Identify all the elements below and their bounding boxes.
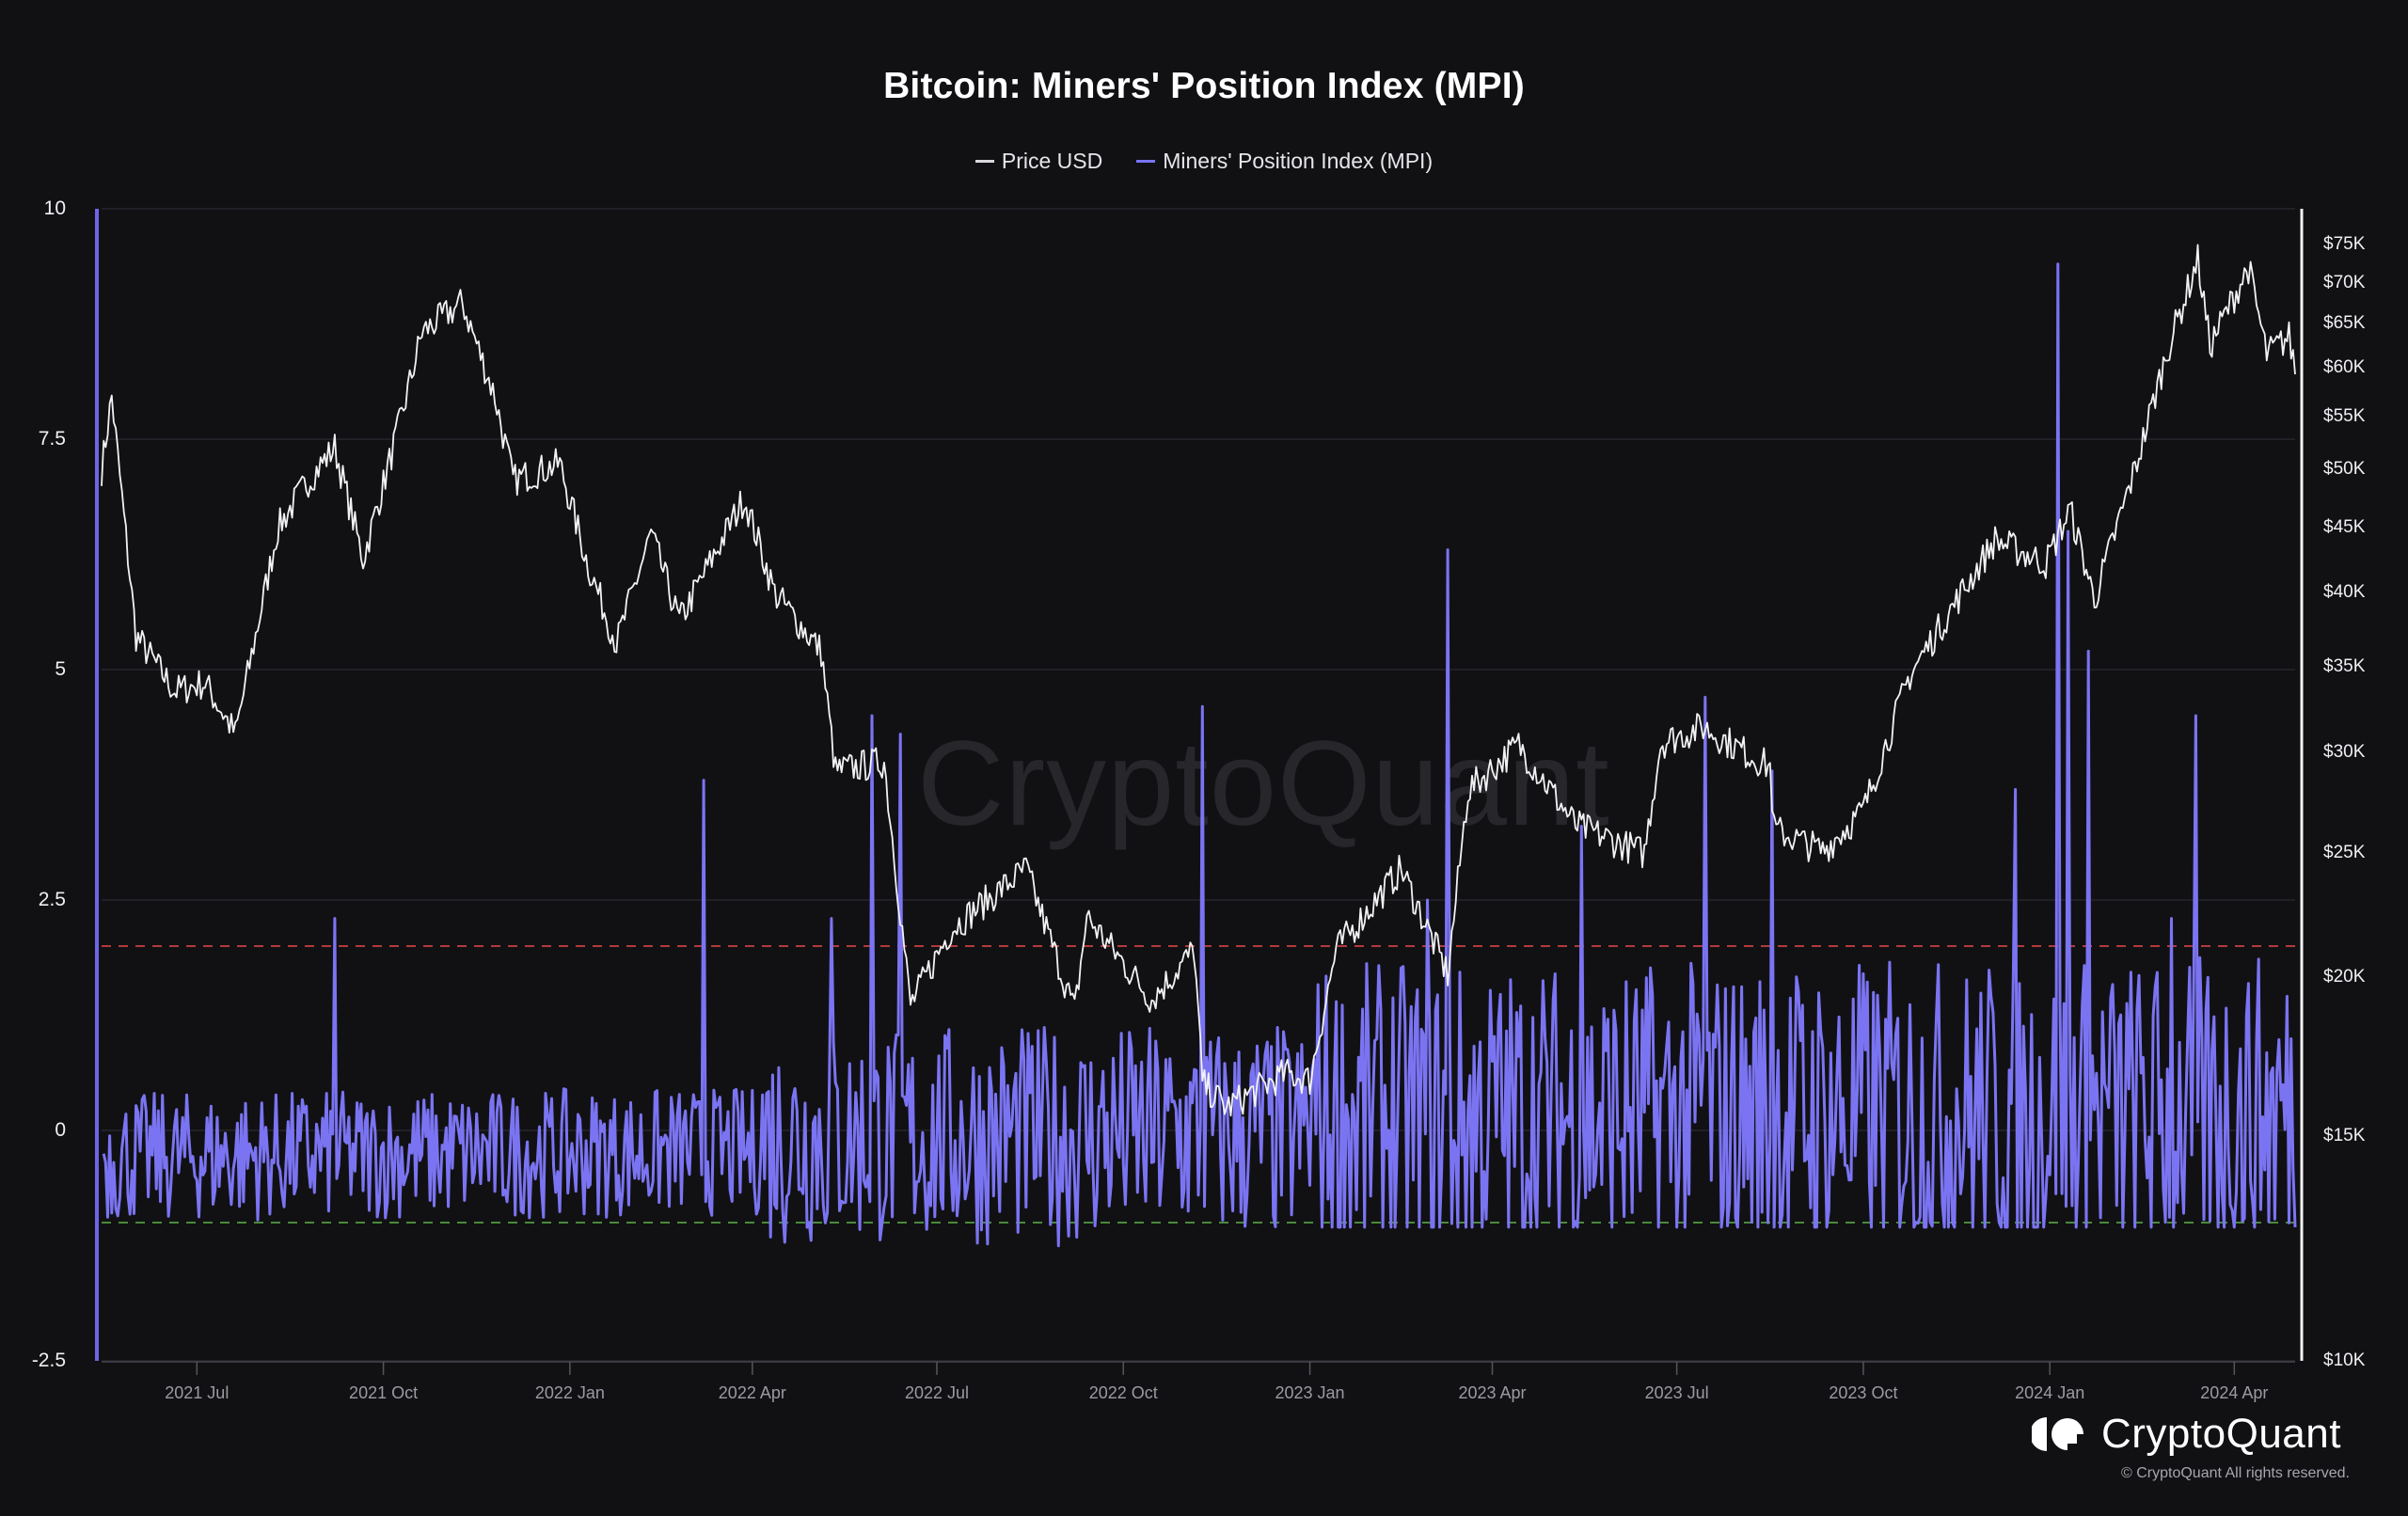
left-axis-tick-label: -2.5 — [31, 1350, 66, 1371]
brand-logo: CryptoQuant — [2032, 1411, 2341, 1458]
x-axis-tick-label: 2021 Jul — [165, 1383, 230, 1402]
right-axis-tick-label: $45K — [2323, 516, 2366, 537]
right-axis-tick-label: $15K — [2323, 1126, 2366, 1146]
legend-price-line-icon — [974, 160, 994, 163]
right-axis-tick-label: $75K — [2323, 234, 2366, 255]
x-axis-tick-label: 2022 Jan — [534, 1383, 605, 1402]
x-axis-tick-label: 2024 Jan — [2015, 1383, 2085, 1402]
legend-label-price: Price USD — [1001, 149, 1103, 173]
x-axis-tick-label: 2023 Oct — [1829, 1383, 1898, 1402]
right-axis-tick-label: $10K — [2323, 1350, 2366, 1370]
right-axis-tick-label: $60K — [2323, 357, 2366, 378]
x-axis-ticks — [196, 1362, 2236, 1375]
right-axis-tick-label: $35K — [2323, 655, 2366, 676]
legend-mpi-line-icon — [1136, 160, 1156, 163]
mpi-series-line — [102, 262, 2297, 1248]
x-axis-tick-label: 2023 Jul — [1644, 1383, 1709, 1402]
left-axis-tick-label: 7.5 — [38, 428, 66, 450]
x-axis-tick-label: 2022 Oct — [1088, 1383, 1158, 1402]
left-axis-tick-label: 0 — [55, 1119, 66, 1141]
legend-label-mpi: Miners' Position Index (MPI) — [1163, 149, 1434, 173]
legend-item-mpi[interactable]: Miners' Position Index (MPI) — [1136, 149, 1433, 174]
copyright-text: © CryptoQuant All rights reserved. — [2121, 1465, 2350, 1481]
right-axis-tick-label: $30K — [2323, 741, 2366, 762]
x-axis-tick-label: 2024 Apr — [2200, 1383, 2269, 1402]
chart-legend: Price USD Miners' Position Index (MPI) — [0, 149, 2408, 174]
left-axis-tick-label: 10 — [43, 197, 66, 219]
chart-title: Bitcoin: Miners' Position Index (MPI) — [883, 66, 1525, 106]
x-axis-tick-label: 2022 Jul — [904, 1383, 969, 1402]
legend-item-price[interactable]: Price USD — [974, 149, 1103, 174]
right-axis-tick-label: $70K — [2323, 272, 2366, 292]
right-axis-tick-label: $50K — [2323, 458, 2366, 479]
x-axis-tick-label: 2021 Oct — [349, 1383, 419, 1402]
x-axis-tick-label: 2023 Jan — [1275, 1383, 1345, 1402]
brand-name: CryptoQuant — [2101, 1411, 2341, 1457]
cryptoquant-logo-icon — [2032, 1417, 2084, 1451]
right-axis-tick-label: $40K — [2323, 582, 2366, 603]
right-axis-tick-label: $25K — [2323, 843, 2366, 863]
x-axis-tick-label: 2022 Apr — [718, 1383, 786, 1402]
left-axis-tick-label: 5 — [55, 658, 66, 680]
x-axis-tick-label: 2023 Apr — [1458, 1383, 1527, 1402]
right-axis-tick-label: $55K — [2323, 405, 2366, 426]
right-axis-tick-label: $65K — [2323, 313, 2366, 334]
left-axis-tick-label: 2.5 — [38, 889, 66, 910]
price-series-line — [101, 244, 2296, 1117]
right-axis-tick-label: $20K — [2323, 966, 2366, 987]
